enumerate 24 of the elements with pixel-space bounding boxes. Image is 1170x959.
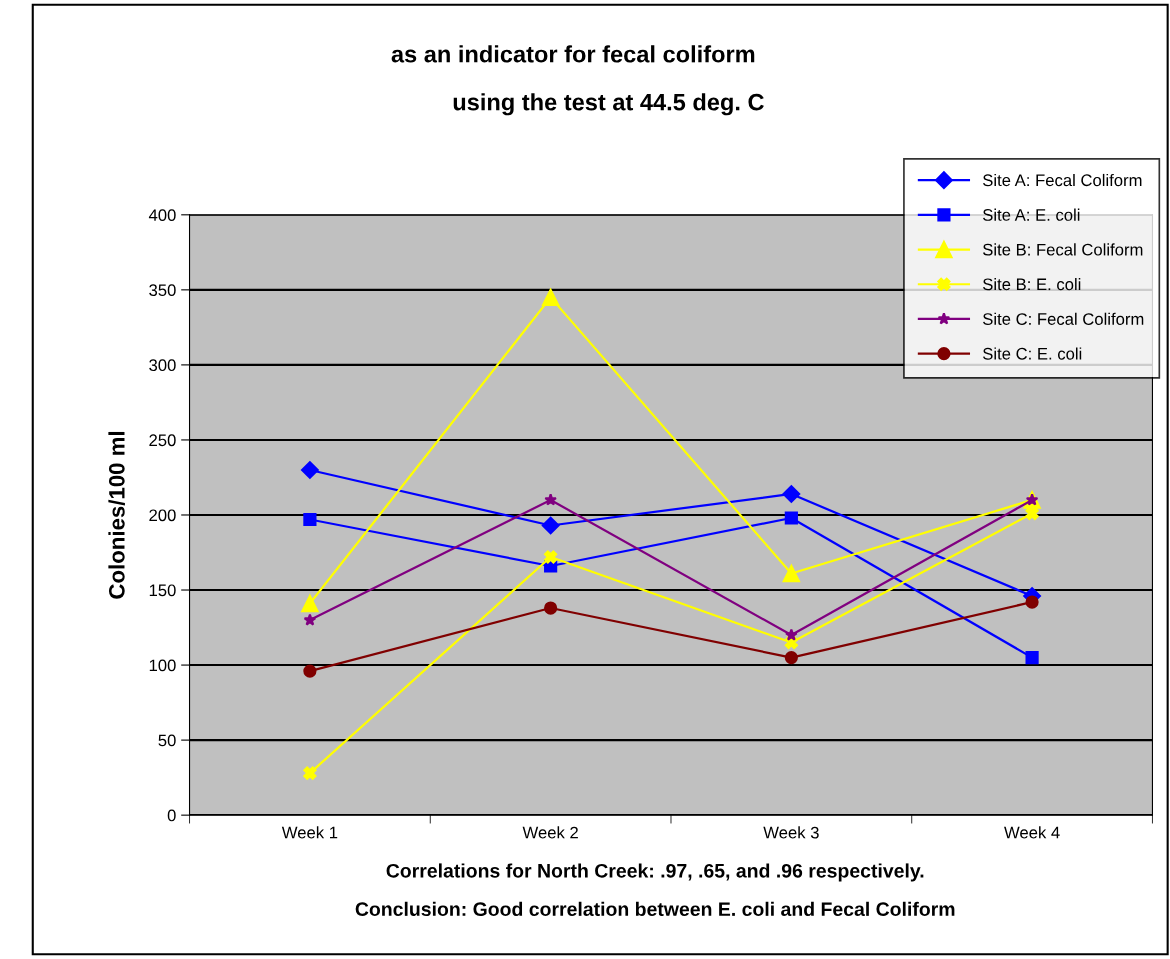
legend-label: Site A: E. coli (983, 208, 1080, 221)
chart-title: as an indicator for fecal coliform (391, 45, 755, 63)
y-tick-label: 0 (167, 809, 176, 822)
y-tick-label: 100 (149, 659, 176, 672)
legend-label: Site C: E. coli (983, 347, 1082, 360)
legend-label: Site B: Fecal Coliform (983, 243, 1143, 256)
x-tick-label: Week 4 (1004, 826, 1060, 839)
y-tick-label: 300 (149, 359, 176, 372)
legend-label: Site C: Fecal Coliform (983, 312, 1144, 325)
x-tick-label: Week 2 (522, 826, 578, 839)
legend-label: Site A: Fecal Coliform (983, 173, 1142, 187)
chart-subtitle: using the test at 44.5 deg. C (453, 93, 764, 116)
text: Conclusion: Good correlation between E. coli and Fecal Coliform (355, 901, 955, 917)
y-tick-label: 200 (149, 509, 176, 522)
y-tick-label: 50 (158, 734, 176, 747)
x-tick-label: Week 3 (763, 826, 819, 839)
x-tick-label: Week 1 (281, 826, 338, 839)
text: Correlations for North Creek: .97, .65, and .96 respectively. (386, 863, 924, 882)
y-tick-label: 350 (149, 284, 176, 297)
y-tick-label: 400 (148, 209, 176, 222)
y-tick-label: 250 (149, 434, 176, 447)
legend-label: Site B: E. coli (983, 278, 1081, 291)
y-axis-title: Colonies/100 ml (108, 431, 125, 599)
y-tick-label: 150 (149, 584, 176, 597)
